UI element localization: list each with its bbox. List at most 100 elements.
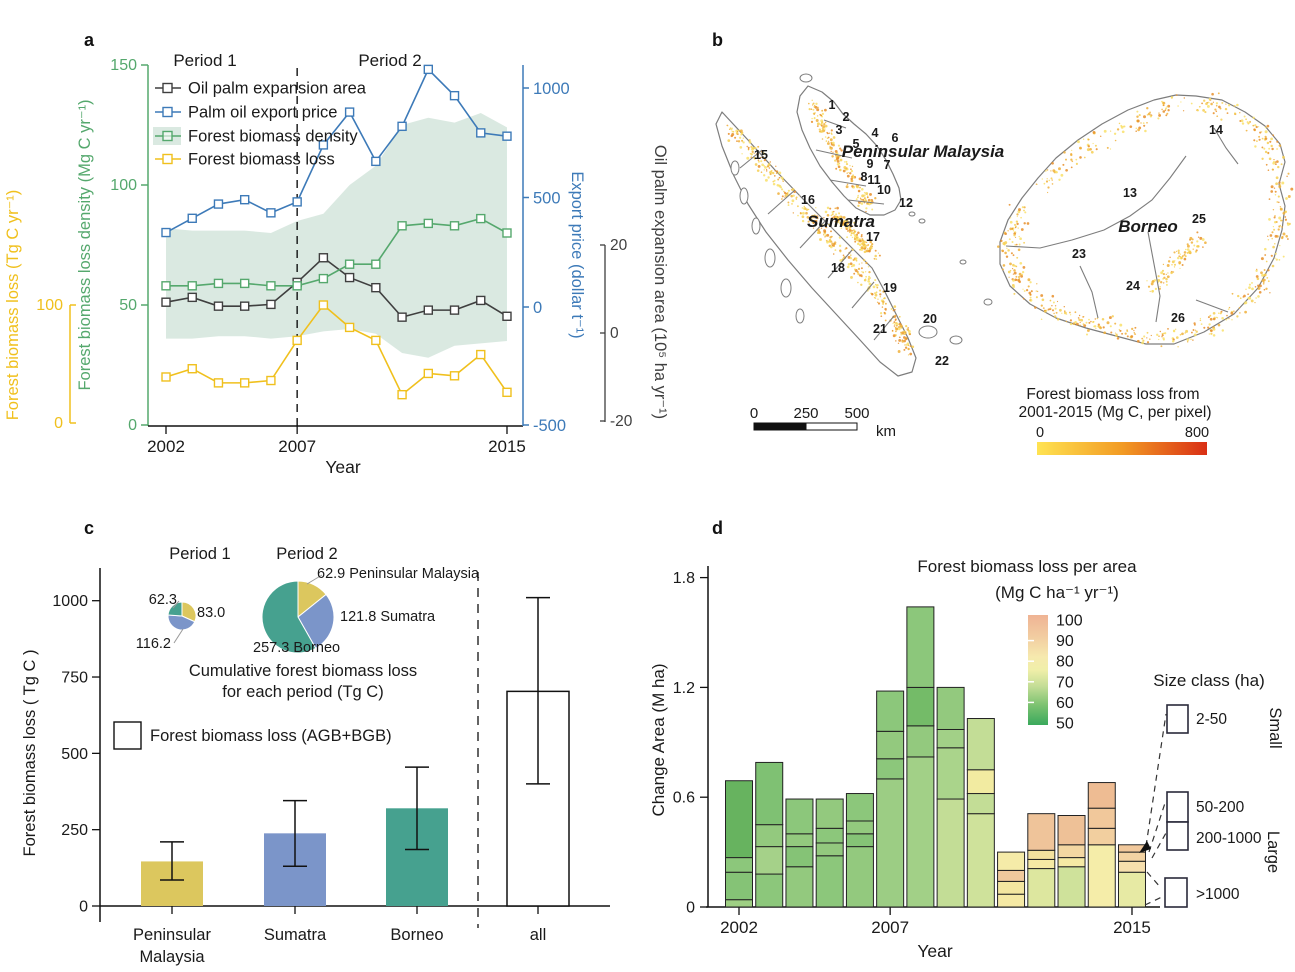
biomass-loss-speckle (1015, 225, 1017, 228)
biomass-loss-speckle (787, 204, 790, 207)
stack-segment-2002 (725, 899, 753, 908)
biomass-loss-speckle (775, 165, 777, 167)
biomass-loss-speckle (856, 185, 859, 189)
biomass-loss-speckle (837, 144, 840, 147)
biomass-loss-speckle (807, 208, 810, 211)
biomass-loss-speckle (1013, 234, 1016, 237)
biomass-loss-speckle (845, 247, 848, 250)
biomass-loss-speckle (1126, 329, 1128, 331)
stack-segment-2015 (1117, 851, 1146, 862)
stack-segment-2006 (845, 820, 874, 835)
x-category-label: Peninsular (133, 926, 211, 944)
biomass-loss-speckle (1169, 256, 1171, 259)
biomass-loss-speckle (858, 239, 862, 243)
biomass-loss-speckle (1051, 179, 1053, 181)
biomass-loss-speckle (826, 213, 830, 217)
biomass-loss-speckle (844, 248, 846, 250)
biomass-loss-speckle (1083, 324, 1087, 328)
biomass-loss-speckle (850, 232, 853, 234)
biomass-loss-speckle (1207, 101, 1210, 104)
biomass-loss-speckle (1196, 244, 1200, 248)
biomass-loss-speckle (763, 165, 765, 167)
biomass-loss-speckle (850, 175, 854, 178)
biomass-loss-speckle (1175, 328, 1177, 330)
biomass-loss-speckle (834, 215, 838, 219)
biomass-loss-speckle (857, 267, 861, 270)
biomass-loss-speckle (1265, 163, 1268, 166)
x-tick-label: 2002 (147, 437, 185, 456)
biomass-loss-speckle (814, 105, 818, 109)
biomass-loss-speckle (1252, 124, 1255, 127)
biomass-loss-speckle (1146, 341, 1150, 344)
biomass-loss-speckle (765, 168, 768, 171)
biomass-loss-speckle (1183, 253, 1186, 256)
province-border (1005, 155, 1187, 249)
biomass-loss-speckle (1270, 144, 1273, 148)
biomass-loss-speckle (781, 198, 783, 200)
stack-segment-2009 (936, 798, 965, 908)
biomass-loss-speckle (854, 257, 858, 261)
data-marker (423, 218, 433, 229)
biomass-loss-speckle (1025, 288, 1029, 292)
biomass-loss-speckle (1190, 331, 1193, 334)
biomass-loss-speckle (838, 236, 842, 239)
biomass-loss-speckle (1162, 273, 1165, 276)
biomass-loss-speckle (1193, 244, 1196, 247)
biomass-loss-speckle (1279, 207, 1283, 211)
biomass-loss-speckle (1008, 203, 1011, 206)
biomass-loss-speckle (884, 302, 887, 305)
biomass-loss-speckle (863, 241, 865, 243)
colorbar-tick-label: 70 (1056, 674, 1074, 691)
biomass-loss-speckle (1161, 100, 1163, 103)
biomass-loss-speckle (1275, 182, 1278, 186)
biomass-loss-speckle (855, 259, 858, 262)
biomass-loss-speckle (1245, 288, 1247, 290)
biomass-loss-speckle (1143, 335, 1146, 338)
biomass-loss-speckle (894, 308, 896, 311)
density-tick-label: 0 (128, 417, 137, 434)
biomass-loss-speckle (1092, 130, 1096, 134)
biomass-loss-speckle (1109, 130, 1112, 132)
biomass-loss-speckle (881, 306, 884, 308)
biomass-loss-speckle (1264, 135, 1267, 138)
biomass-loss-speckle (848, 231, 851, 234)
biomass-loss-speckle (1016, 222, 1019, 226)
x-axis-label: Year (917, 941, 953, 961)
pie2-value-label: 257.3 Borneo (253, 640, 340, 656)
biomass-loss-speckle (1030, 290, 1033, 293)
biomass-loss-speckle (904, 338, 907, 341)
biomass-loss-speckle (1281, 181, 1285, 185)
biomass-loss-speckle (1189, 236, 1193, 240)
stack-segment-2013 (1057, 815, 1086, 846)
data-marker (266, 208, 276, 218)
biomass-loss-speckle (805, 211, 808, 215)
biomass-loss-speckle (1225, 103, 1227, 105)
biomass-loss-speckle (1254, 286, 1257, 288)
panel-c-letter: c (84, 518, 95, 538)
pie-period1-slice (167, 601, 183, 617)
biomass-loss-speckle (1271, 264, 1275, 268)
biomass-loss-speckle (1240, 119, 1244, 123)
biomass-loss-speckle (1277, 195, 1280, 198)
biomass-loss-speckle (1154, 287, 1158, 291)
density-axis-label: Forest biomass loss density (Mg C yr⁻¹) (76, 99, 94, 390)
biomass-loss-speckle (1263, 147, 1266, 150)
colorbar (1028, 615, 1048, 725)
biomass-loss-speckle (791, 199, 795, 203)
biomass-loss-speckle (1180, 101, 1182, 103)
biomass-loss-speckle (897, 327, 901, 331)
region-number: 16 (801, 193, 815, 207)
biomass-loss-speckle (865, 192, 869, 196)
sizeclass-connector (1144, 895, 1165, 906)
biomass-loss-speckle (1281, 226, 1283, 228)
biomass-loss-speckle (791, 203, 793, 205)
biomass-loss-speckle (742, 141, 745, 144)
biomass-loss-speckle (1161, 108, 1163, 111)
biomass-loss-speckle (1143, 115, 1146, 119)
stack-segment-2014 (1087, 827, 1116, 846)
biomass-loss-speckle (869, 192, 872, 196)
biomass-loss-speckle (787, 201, 790, 204)
biomass-loss-speckle (1110, 331, 1113, 334)
biomass-loss-speckle (1167, 272, 1169, 274)
biomass-loss-speckle (908, 333, 911, 336)
